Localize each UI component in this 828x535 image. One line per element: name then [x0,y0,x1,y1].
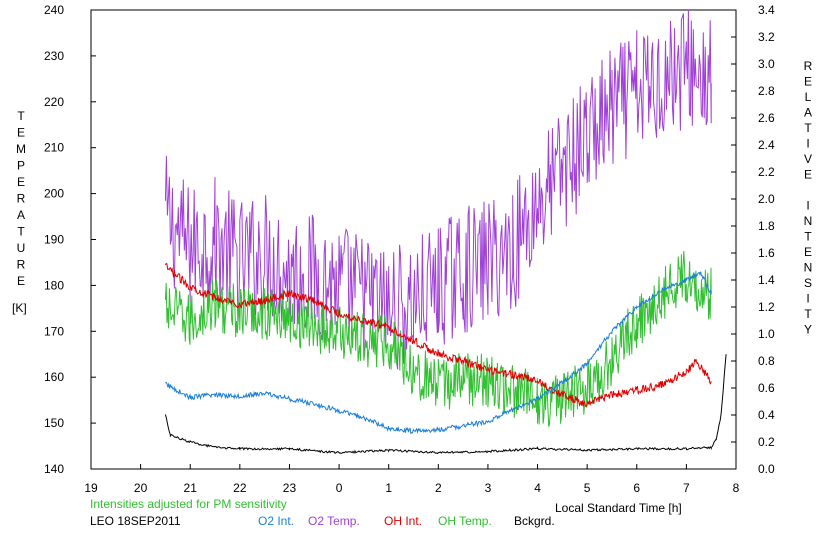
x-tick-label: 0 [336,481,343,495]
left-tick-label: 210 [44,141,64,155]
right-axis-label-letter: E [804,168,812,182]
x-axis-label: Local Standard Time [h] [555,501,682,515]
right-tick-label: 0.0 [758,462,775,476]
right-tick-label: 3.4 [758,3,775,17]
right-axis-label-letter: E [804,245,812,259]
left-axis-label-letter: R [17,192,26,206]
right-axis-label-letter: I [806,292,809,306]
left-tick-label: 220 [44,95,64,109]
left-tick-label: 240 [44,3,64,17]
right-tick-label: 1.8 [758,219,775,233]
left-tick-label: 140 [44,462,64,476]
right-tick-label: 2.8 [758,84,775,98]
legend: O2 Int. O2 Temp. OH Int. OH Temp. Bckgrd. [258,514,555,528]
right-tick-label: 3.2 [758,30,775,44]
left-axis-label-letter: M [16,142,26,156]
left-axis-unit: [K] [12,301,27,315]
right-axis-label-letter: I [806,199,809,213]
right-axis-label-letter: T [804,121,812,135]
right-tick-label: 0.4 [758,408,775,422]
x-tick-label: 21 [184,481,198,495]
right-tick-label: 1.0 [758,327,775,341]
x-tick-label: 23 [283,481,297,495]
series-line-oh-temp [164,250,712,427]
left-tick-label: 150 [44,416,64,430]
x-tick-label: 6 [633,481,640,495]
x-tick-label: 1 [385,481,392,495]
right-tick-label: 0.2 [758,435,775,449]
right-axis-label-letter: L [805,90,812,104]
right-axis-label-letter: S [804,276,812,290]
right-tick-label: 1.6 [758,246,775,260]
left-tick-label: 200 [44,187,64,201]
right-axis-label-letter: I [806,137,809,151]
series-line-o2-int [165,271,712,435]
x-tick-label: 8 [733,481,740,495]
right-tick-label: 2.6 [758,111,775,125]
left-axis-label-letter: T [17,225,25,239]
left-axis-label-letter: U [17,241,26,255]
x-tick-label: 3 [485,481,492,495]
left-axis-ticks: 140 150 160 170 180 190 200 210 220 230 240 [44,3,96,476]
series-line-oh-int [164,262,712,408]
right-axis-label-letter: T [804,307,812,321]
series-layer [164,9,727,455]
right-tick-label: 0.8 [758,354,775,368]
x-tick-label: 19 [84,481,98,495]
right-tick-label: 2.0 [758,192,775,206]
x-tick-label: 4 [534,481,541,495]
left-axis-label-letter: A [17,208,25,222]
x-tick-label: 7 [683,481,690,495]
left-tick-label: 230 [44,49,64,63]
right-axis-label-letter: N [804,214,813,228]
x-axis-ticks: 19 20 21 22 23 0 1 2 3 4 5 6 7 8 [84,464,740,495]
x-tick-label: 5 [584,481,591,495]
legend-entry-oh-temp: OH Temp. [438,514,492,528]
right-tick-label: 2.2 [758,165,775,179]
left-axis-label-letter: P [17,159,25,173]
right-axis-ticks: 0.0 0.2 0.4 0.6 0.8 1.0 1.2 1.4 1.6 1.8 2.0 2.2 2.4 2… [731,3,775,476]
legend-entry-o2-int: O2 Int. [258,514,294,528]
station-label: LEO 18SEP2011 [90,514,181,528]
right-axis-label-letter: N [804,261,813,275]
left-axis-label-letter: E [17,175,25,189]
series-line-o2-temp [164,9,712,370]
left-tick-label: 170 [44,324,64,338]
right-tick-label: 3.0 [758,57,775,71]
right-axis-label-letter: V [804,152,812,166]
right-axis-label-letter: T [804,230,812,244]
legend-entry-oh-int: OH Int. [384,514,422,528]
legend-entry-bckgrd: Bckgrd. [514,514,555,528]
left-axis-label-letter: E [17,274,25,288]
right-axis-label-letter: E [804,75,812,89]
x-tick-label: 20 [134,481,148,495]
left-axis-label-letter: T [17,109,25,123]
right-tick-label: 1.2 [758,300,775,314]
right-tick-label: 0.6 [758,381,775,395]
left-tick-label: 190 [44,233,64,247]
left-tick-label: 160 [44,370,64,384]
right-axis-label-letter: R [804,59,813,73]
right-tick-label: 1.4 [758,273,775,287]
series-line-bckgrd [164,354,727,455]
left-tick-label: 180 [44,278,64,292]
right-axis-label-letter: A [804,106,812,120]
sensitivity-note: Intensities adjusted for PM sensitivity [90,497,287,511]
plot-area [90,9,737,470]
left-axis-label-letter: E [17,126,25,140]
right-axis-label-letter: Y [804,323,812,337]
x-tick-label: 22 [233,481,247,495]
right-tick-label: 2.4 [758,138,775,152]
legend-entry-o2-temp: O2 Temp. [308,514,360,528]
x-tick-label: 2 [435,481,442,495]
left-axis-label-letter: R [17,258,26,272]
